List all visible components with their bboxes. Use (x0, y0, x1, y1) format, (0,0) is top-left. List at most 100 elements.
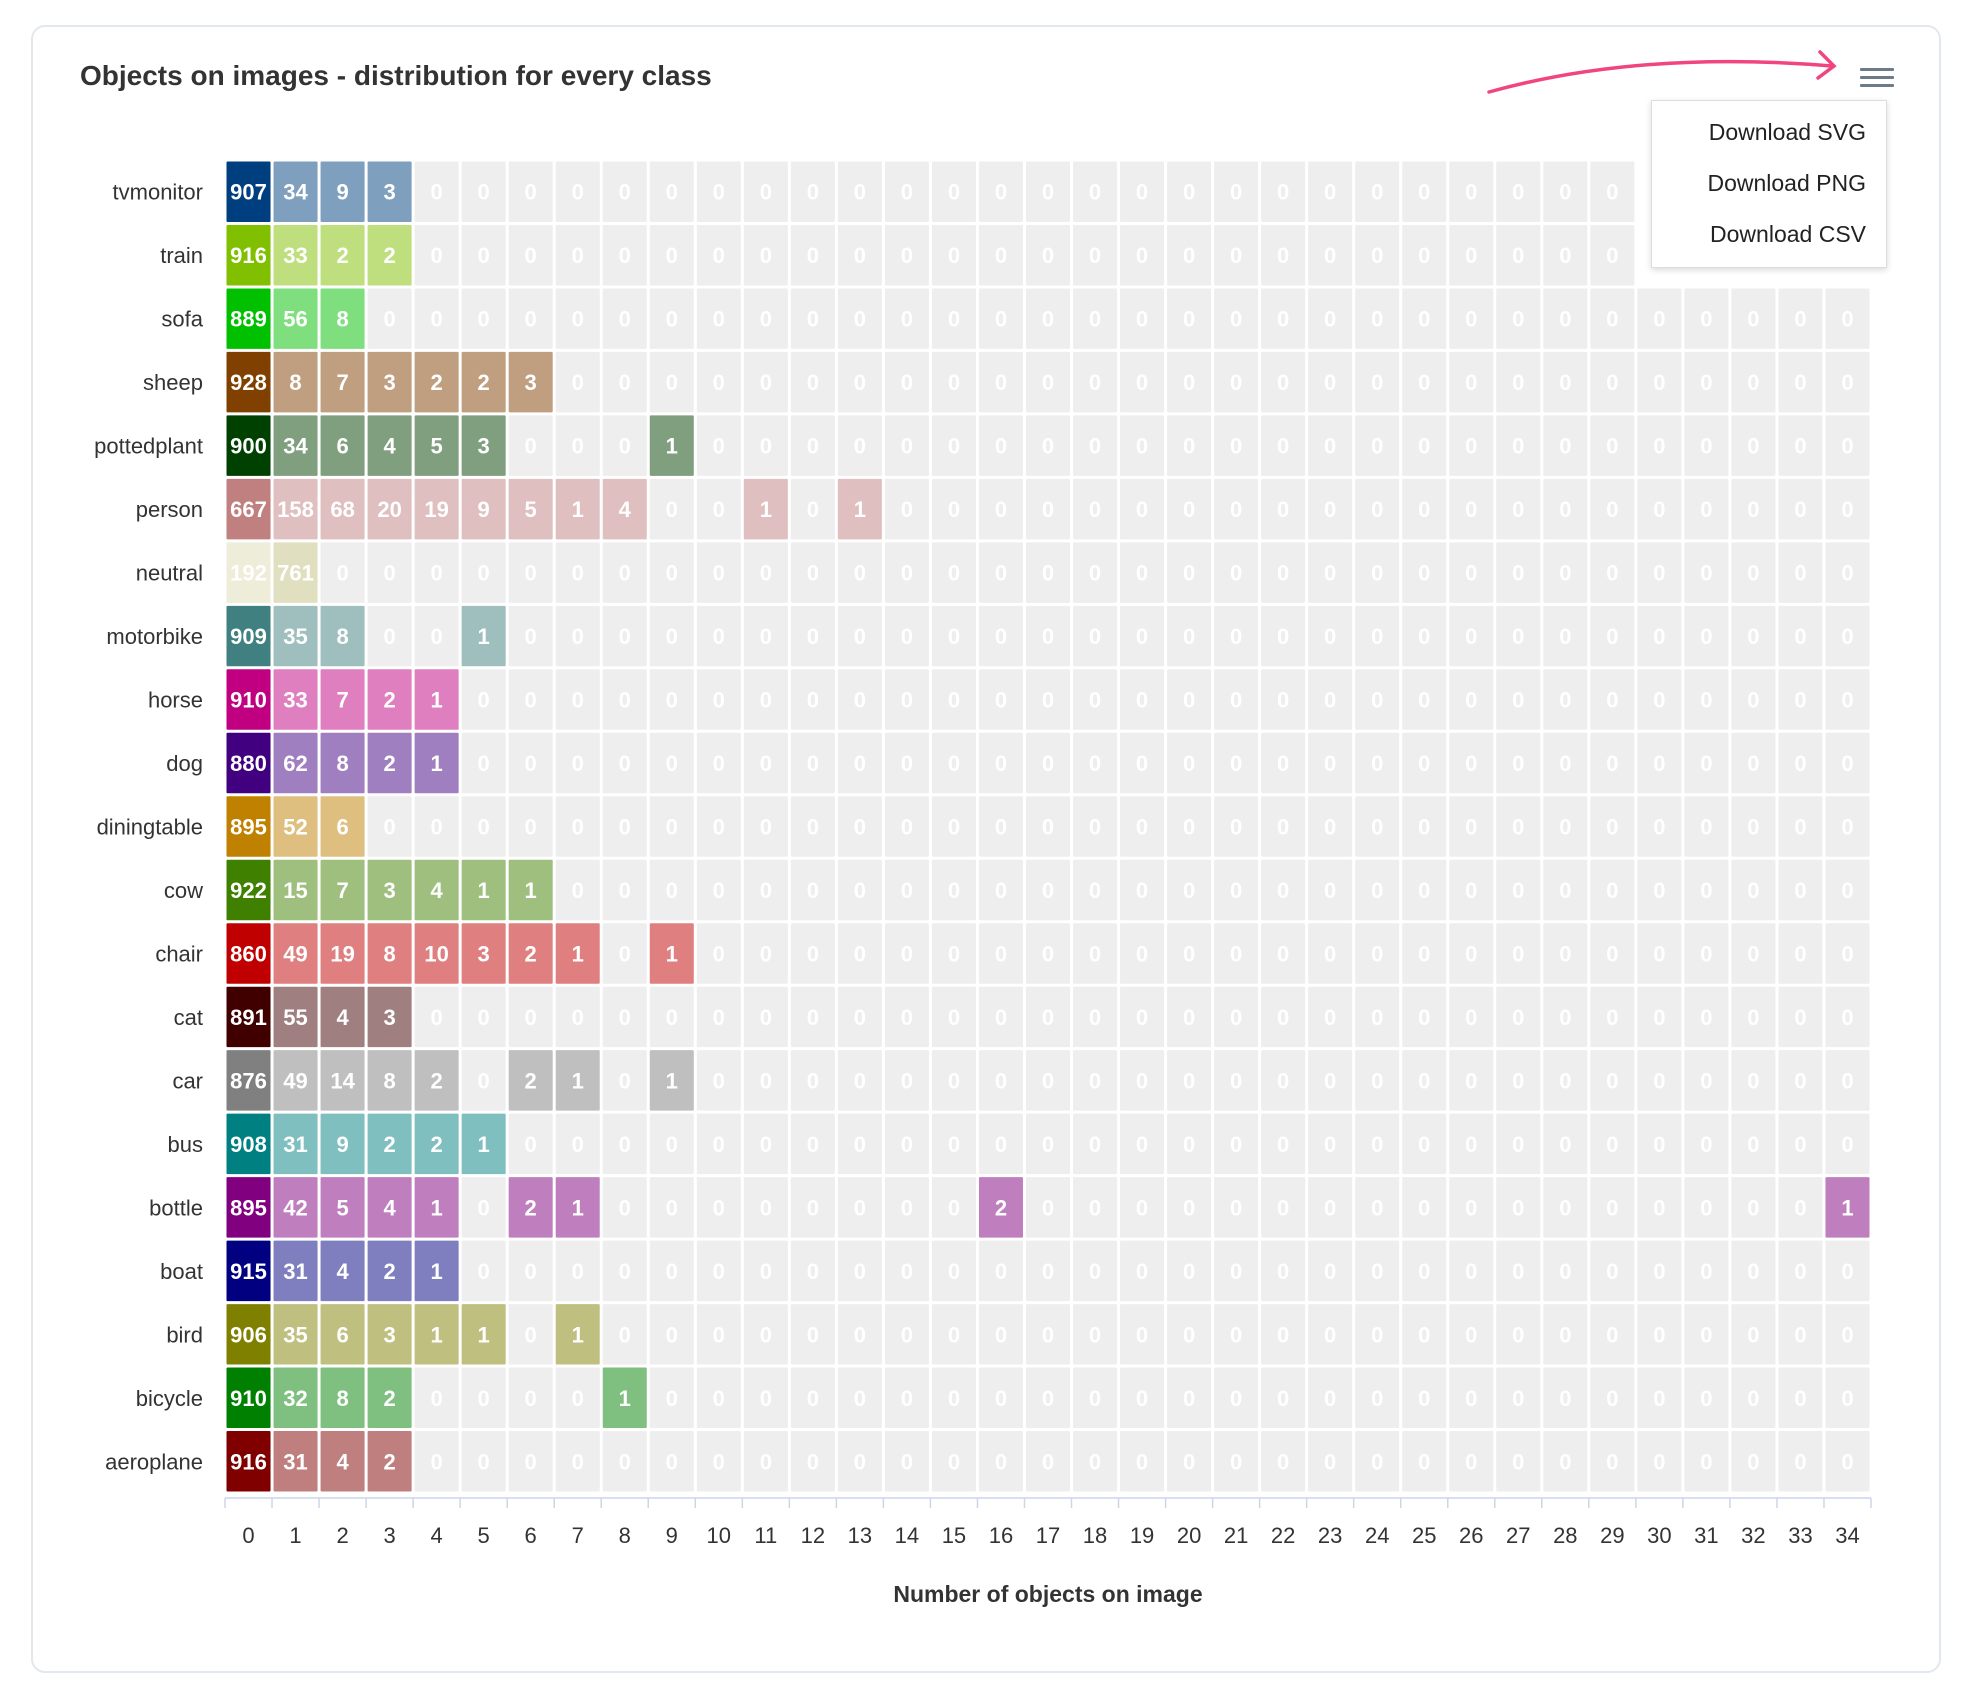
cell-value: 0 (1136, 688, 1148, 713)
cell-value: 0 (854, 180, 866, 205)
heatmap-cell (1825, 732, 1870, 794)
heatmap-cell (884, 1177, 929, 1238)
heatmap-cell (931, 161, 976, 222)
heatmap-cell (414, 161, 459, 222)
heatmap-cell (1214, 1113, 1259, 1175)
x-tick-label: 13 (848, 1523, 872, 1548)
cell-value: 8 (336, 1386, 348, 1411)
cell-value: 0 (1230, 307, 1242, 332)
heatmap-cell (320, 478, 365, 540)
heatmap-cell (1778, 1431, 1823, 1492)
heatmap-cell (226, 351, 271, 413)
heatmap-cell (508, 732, 553, 794)
cell-value: 0 (948, 624, 960, 649)
cell-value: 0 (1700, 561, 1712, 586)
cell-value: 0 (1700, 878, 1712, 903)
heatmap-cell (414, 351, 459, 413)
cell-value: 0 (713, 878, 725, 903)
cell-value: 0 (713, 941, 725, 966)
cell-value: 0 (1418, 878, 1430, 903)
cell-value: 0 (1371, 561, 1383, 586)
cell-value: 0 (1277, 1005, 1289, 1030)
heatmap-cell (790, 161, 835, 222)
cell-value: 0 (525, 1386, 537, 1411)
heatmap-cell (1167, 605, 1212, 667)
cell-value: 910 (230, 1386, 267, 1411)
cell-value: 0 (1230, 1005, 1242, 1030)
heatmap-cell (790, 859, 835, 921)
heatmap-cell (1120, 796, 1165, 857)
download-csv-item[interactable]: Download CSV (1710, 221, 1866, 247)
heatmap-cell (978, 1304, 1023, 1365)
heatmap-cell (367, 923, 412, 984)
heatmap-cell (1073, 1177, 1118, 1238)
heatmap-cell (1684, 288, 1729, 349)
heatmap-cell (696, 415, 741, 476)
cell-value: 0 (478, 561, 490, 586)
heatmap-cell (1825, 1431, 1870, 1492)
cell-value: 0 (995, 815, 1007, 840)
cell-value: 0 (383, 307, 395, 332)
heatmap-cell (1073, 669, 1118, 730)
heatmap-cell (1214, 732, 1259, 794)
cell-value: 0 (854, 1386, 866, 1411)
cell-value: 0 (807, 370, 819, 395)
heatmap-cell (1778, 859, 1823, 921)
heatmap-cell (273, 351, 318, 413)
cell-value: 0 (948, 688, 960, 713)
hamburger-menu-icon[interactable] (1860, 64, 1894, 92)
heatmap-cell (1637, 1050, 1682, 1111)
heatmap-cell (1214, 859, 1259, 921)
cell-value: 0 (807, 878, 819, 903)
cell-value: 0 (619, 624, 631, 649)
cell-value: 0 (1465, 1068, 1477, 1093)
cell-value: 0 (478, 1068, 490, 1093)
heatmap-cell (1684, 351, 1729, 413)
heatmap-cell (1261, 224, 1306, 286)
heatmap-cell (320, 1367, 365, 1429)
cell-value: 0 (760, 434, 772, 459)
heatmap-cell (1355, 923, 1400, 984)
cell-value: 0 (1277, 1322, 1289, 1347)
heatmap-cell (1308, 542, 1353, 603)
cell-value: 0 (1653, 1259, 1665, 1284)
cell-value: 0 (1371, 434, 1383, 459)
heatmap-cell (273, 288, 318, 349)
heatmap-cell (602, 859, 647, 921)
cell-value: 0 (1606, 1259, 1618, 1284)
heatmap-cell (884, 224, 929, 286)
heatmap-cell (884, 605, 929, 667)
cell-value: 0 (1230, 434, 1242, 459)
download-svg-item[interactable]: Download SVG (1708, 119, 1866, 145)
cell-value: 0 (1136, 878, 1148, 903)
cell-value: 0 (948, 243, 960, 268)
heatmap-cell (978, 923, 1023, 984)
heatmap-cell (273, 1050, 318, 1111)
heatmap-cell (1025, 1113, 1071, 1175)
cell-value: 0 (807, 1322, 819, 1347)
cell-value: 0 (1371, 878, 1383, 903)
cell-value: 0 (1230, 688, 1242, 713)
x-tick-label: 0 (242, 1523, 254, 1548)
heatmap-cell (1167, 1240, 1212, 1302)
cell-value: 1 (666, 434, 678, 459)
heatmap-cell (649, 669, 694, 730)
heatmap-cell (414, 859, 459, 921)
cell-value: 0 (1512, 243, 1524, 268)
heatmap-cell (508, 796, 553, 857)
cell-value: 0 (1512, 370, 1524, 395)
cell-value: 0 (854, 307, 866, 332)
heatmap-cell (1731, 351, 1776, 413)
cell-value: 0 (1794, 434, 1806, 459)
x-tick-label: 32 (1741, 1523, 1765, 1548)
heatmap-cell (226, 161, 271, 222)
cell-value: 1 (854, 497, 866, 522)
x-tick-label: 3 (383, 1523, 395, 1548)
cell-value: 0 (1559, 1322, 1571, 1347)
cell-value: 0 (1418, 1132, 1430, 1157)
cell-value: 0 (807, 307, 819, 332)
heatmap-cell (1731, 1177, 1776, 1238)
download-png-item[interactable]: Download PNG (1707, 170, 1866, 196)
heatmap-cell (696, 796, 741, 857)
heatmap-cell (1590, 1113, 1635, 1175)
